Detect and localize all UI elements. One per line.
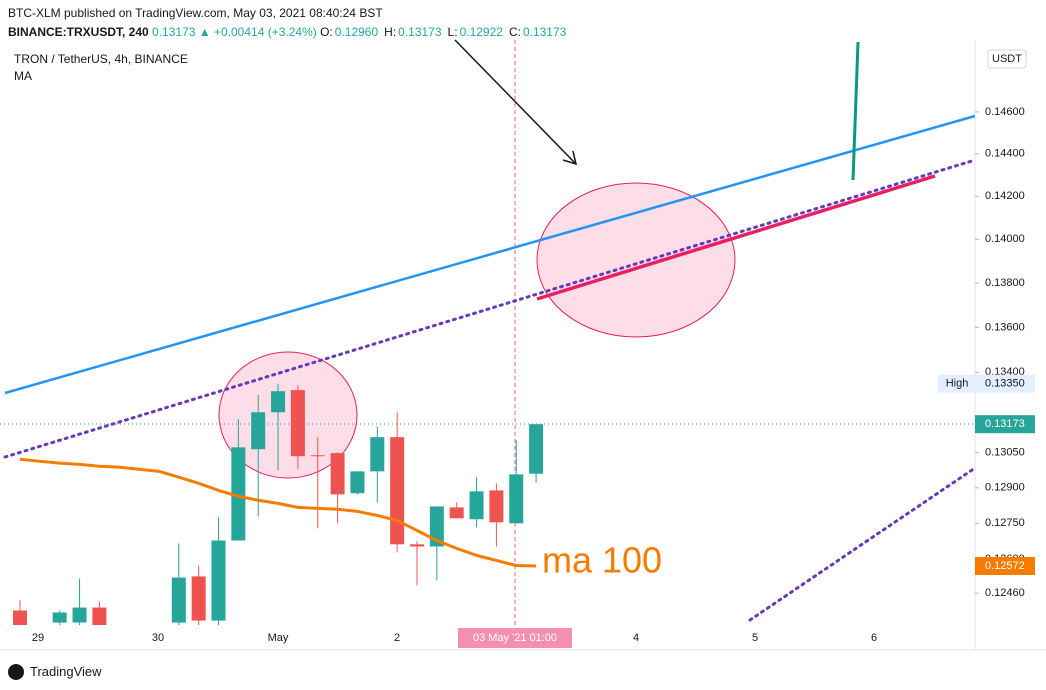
ohlc-label: O: [320,25,333,39]
header: BTC-XLM published on TradingView.com, Ma… [8,4,572,42]
price-badge [975,415,1035,434]
candle-body [529,424,544,474]
currency[interactable]: USDT [992,53,1022,65]
ohlc-label: C: [508,25,521,39]
candle-body [271,391,286,413]
price-badge [975,374,1035,393]
indicator-legend: MA [14,69,32,83]
price-badge-label: 0.13350 [985,378,1025,390]
ma-line [19,457,537,568]
candle-body [370,437,385,472]
trend-line [851,41,860,181]
y-tick-label: 0.14000 [985,233,1025,245]
marker-name-badge [938,374,976,393]
candle-body [410,544,424,547]
candle-body [191,576,206,621]
x-tick-label: 5 [752,632,758,644]
candle-body [390,437,405,545]
ohlc-label: L: [447,25,458,39]
candle-body [469,491,484,520]
x-tick-label: 6 [871,632,877,644]
annotation: ma 100 [542,540,662,581]
y-tick-label: 0.13050 [985,447,1025,459]
ohlc-label: H: [384,25,397,39]
trend-line [748,466,977,622]
symbol: BINANCE:TRXUSDT, 240 [8,25,149,39]
ohlc-value: 0.13173 [522,25,567,39]
ohlc-value: 0.12922 [459,25,503,39]
x-tick-label: 2 [394,632,400,644]
y-tick-label: 0.14600 [985,106,1025,118]
change: ▲ +0.00414 (+3.24%) [198,25,317,39]
currency-button[interactable] [987,49,1027,69]
circle [536,182,736,338]
candle-body [92,607,107,625]
candle-body [72,607,87,623]
y-tick-label: 0.12900 [985,482,1025,494]
candle-body [429,506,444,547]
price-badge-label: 0.13173 [985,418,1025,430]
last-price: 0.13173 [152,25,196,39]
candle-body [350,471,365,494]
ohlc-value: 0.12960 [334,25,379,39]
ohlc-value: 0.13173 [398,25,442,39]
candle-body [509,474,524,524]
trend-line [536,174,936,301]
y-tick-label: 0.14200 [985,190,1025,202]
published: BTC-XLM published on TradingView.com, Ma… [8,6,383,20]
price-badge [975,556,1035,575]
candle-body [231,447,246,541]
y-tick-label: 0.12460 [985,587,1025,599]
crosshair-badge [458,628,572,648]
candle-body [290,390,305,457]
x-tick-label: 4 [633,632,639,644]
candle-body [13,610,27,625]
crosshair-label: 03 May '21 01:00 [473,632,557,644]
symbol-line: BINANCE:TRXUSDT, 240 0.13173 ▲ +0.00414 … [8,23,572,42]
candle-body [449,507,464,519]
candle-body [310,455,325,457]
chart-title: TRON / TetherUS, 4h, BINANCE [14,52,188,66]
price-badge-label: 0.12572 [985,560,1025,572]
candle-body [171,577,186,623]
footer: TradingView [30,664,102,679]
candle-body [211,540,226,621]
candle-body [52,612,67,623]
arrow-head [562,150,578,166]
trend-line [3,158,977,459]
y-tick-label: 0.13600 [985,321,1025,333]
marker-name: High [946,378,969,390]
trend-line [4,114,976,395]
x-tick-label: 29 [32,632,44,644]
y-tick-label: 0.13800 [985,277,1025,289]
ohlc: O: 0.12960 H: 0.13173 L: 0.12922 C: 0.13173 [320,25,572,39]
candle-body [251,412,266,450]
arrow [454,39,576,164]
y-tick-label: 0.14400 [985,148,1025,160]
logo [8,664,24,680]
x-tick-label: May [268,632,289,644]
x-tick-label: 30 [152,632,164,644]
candle-body [489,490,504,523]
candle-body [330,453,345,495]
y-tick-label: 0.12750 [985,517,1025,529]
